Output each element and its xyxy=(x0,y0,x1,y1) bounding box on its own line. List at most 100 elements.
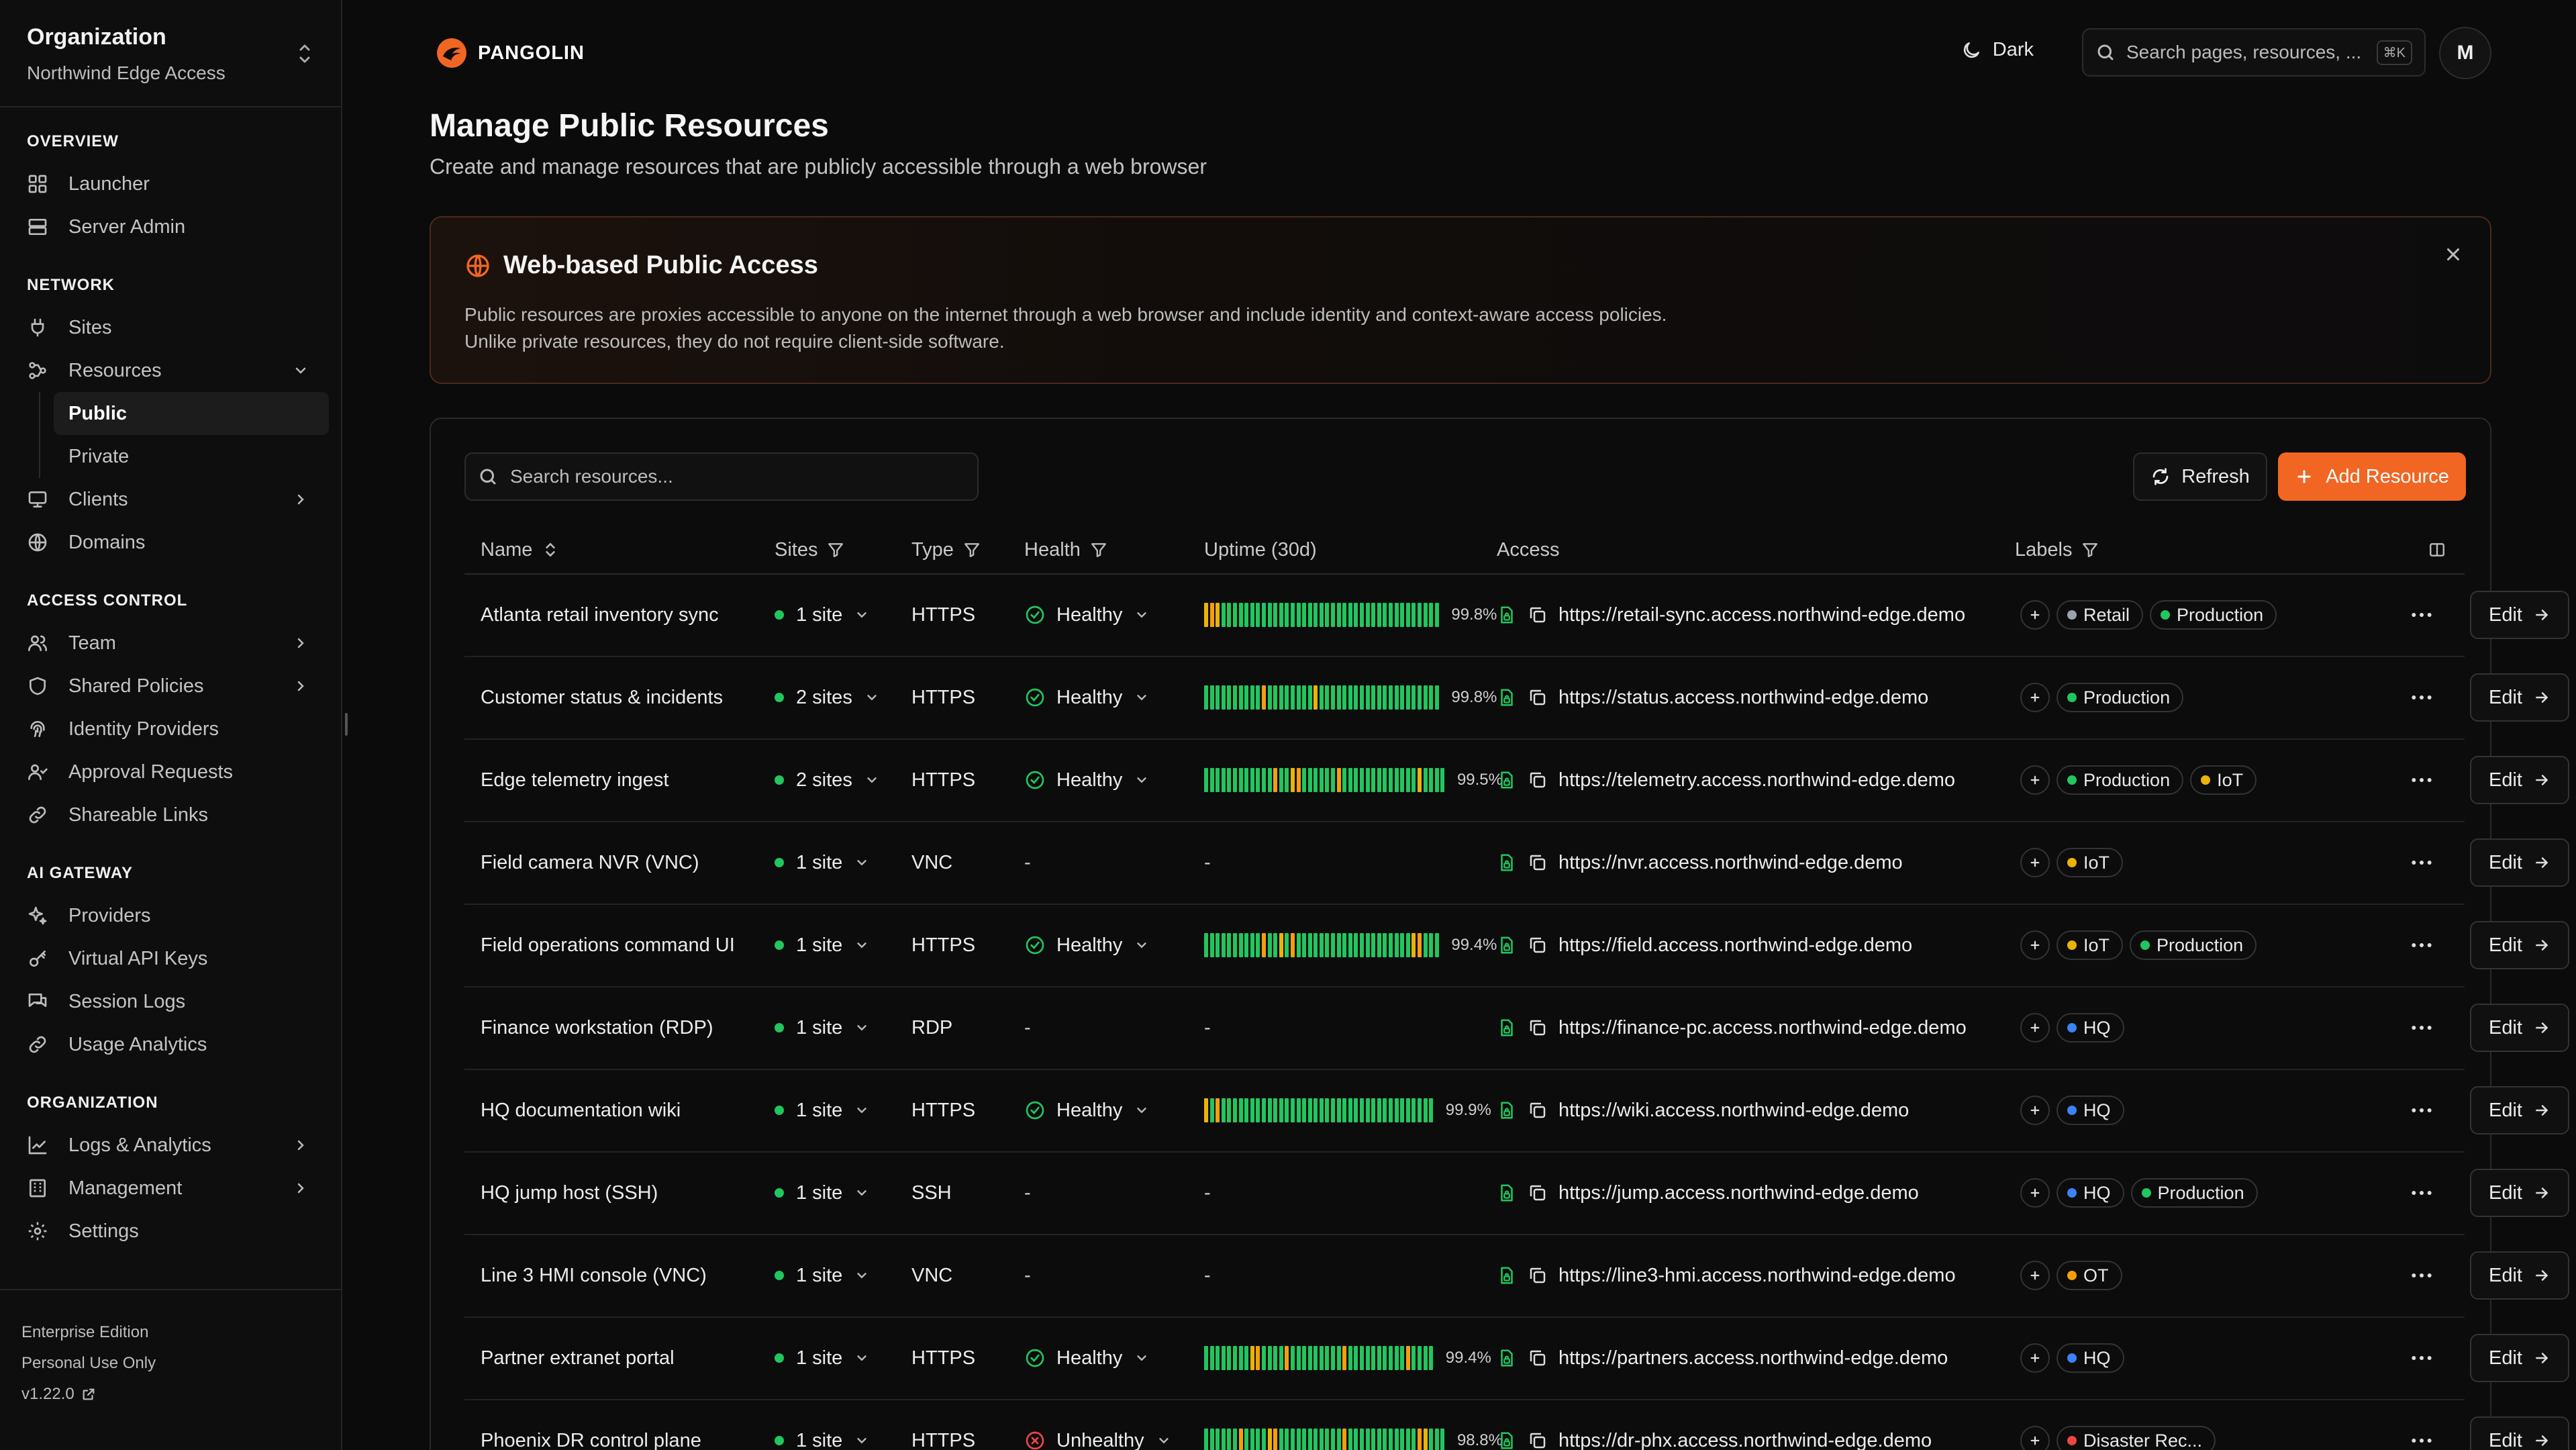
table-row[interactable]: Field camera NVR (VNC) 1 site VNC - - https:/… xyxy=(464,822,2569,905)
row-actions[interactable] xyxy=(2408,740,2435,820)
sidebar-item-management[interactable]: Management xyxy=(0,1167,341,1210)
column-type[interactable]: Type xyxy=(911,526,981,573)
label-pill[interactable]: Disaster Rec... xyxy=(2057,1426,2216,1450)
copy-icon[interactable] xyxy=(1528,687,1548,708)
edit-button[interactable]: Edit xyxy=(2470,591,2569,639)
access-cell[interactable]: https://line3-hmi.access.northwind-edge.… xyxy=(1497,1235,1956,1316)
edit-button[interactable]: Edit xyxy=(2470,1251,2569,1300)
edit-button[interactable]: Edit xyxy=(2470,838,2569,887)
sidebar-item-logs-analytics[interactable]: Logs & Analytics xyxy=(0,1124,341,1167)
sidebar-item-identity-providers[interactable]: Identity Providers xyxy=(0,708,341,751)
sites-dropdown[interactable]: 1 site xyxy=(775,1235,869,1316)
access-cell[interactable]: https://field.access.northwind-edge.demo xyxy=(1497,905,1912,985)
sidebar-item-approval-requests[interactable]: Approval Requests xyxy=(0,751,341,793)
health-cell[interactable]: Healthy xyxy=(1024,740,1149,820)
resource-name-cell[interactable]: Line 3 HMI console (VNC) xyxy=(481,1235,707,1316)
sites-dropdown[interactable]: 1 site xyxy=(775,987,869,1068)
access-cell[interactable]: https://finance-pc.access.northwind-edge… xyxy=(1497,987,1967,1068)
sidebar-item-session-logs[interactable]: Session Logs xyxy=(0,980,341,1023)
sidebar-item-private[interactable]: Private xyxy=(68,445,130,467)
sidebar-resize-handle[interactable] xyxy=(345,713,348,736)
copy-icon[interactable] xyxy=(1528,1431,1548,1450)
table-row[interactable]: Phoenix DR control plane 1 site HTTPS Unhea… xyxy=(464,1400,2569,1450)
add-label-button[interactable] xyxy=(2020,848,2050,877)
sidebar-item-public[interactable]: Public xyxy=(54,392,329,435)
access-cell[interactable]: https://telemetry.access.northwind-edge.… xyxy=(1497,740,1955,820)
row-actions[interactable] xyxy=(2408,1153,2435,1233)
copy-icon[interactable] xyxy=(1528,770,1548,790)
access-cell[interactable]: https://nvr.access.northwind-edge.demo xyxy=(1497,822,1903,903)
resource-name-cell[interactable]: Finance workstation (RDP) xyxy=(481,987,713,1068)
health-cell[interactable]: Healthy xyxy=(1024,905,1149,985)
copy-icon[interactable] xyxy=(1528,935,1548,955)
edit-button[interactable]: Edit xyxy=(2470,1169,2569,1217)
resource-name-cell[interactable]: HQ documentation wiki xyxy=(481,1070,681,1151)
table-row[interactable]: Finance workstation (RDP) 1 site RDP - - http… xyxy=(464,987,2569,1070)
label-pill[interactable]: Production xyxy=(2130,1178,2258,1208)
edit-button[interactable]: Edit xyxy=(2470,673,2569,722)
column-name[interactable]: Name xyxy=(481,526,559,573)
edit-button[interactable]: Edit xyxy=(2470,921,2569,969)
label-pill[interactable]: OT xyxy=(2057,1261,2122,1290)
label-pill[interactable]: Production xyxy=(2130,930,2257,960)
sites-dropdown[interactable]: 1 site xyxy=(775,575,869,655)
edit-button[interactable]: Edit xyxy=(2470,1004,2569,1052)
add-label-button[interactable] xyxy=(2020,1096,2050,1125)
resource-name-cell[interactable]: Atlanta retail inventory sync xyxy=(481,575,719,655)
avatar[interactable]: M xyxy=(2439,27,2491,79)
sites-dropdown[interactable]: 1 site xyxy=(775,905,869,985)
copy-icon[interactable] xyxy=(1528,605,1548,625)
add-resource-button[interactable]: Add Resource xyxy=(2278,452,2466,501)
add-label-button[interactable] xyxy=(2020,1013,2050,1043)
org-switcher[interactable]: Organization Northwind Edge Access xyxy=(0,0,341,107)
sidebar-item-settings[interactable]: Settings xyxy=(0,1210,341,1253)
label-pill[interactable]: Production xyxy=(2150,600,2277,630)
access-cell[interactable]: https://retail-sync.access.northwind-edg… xyxy=(1497,575,1965,655)
add-label-button[interactable] xyxy=(2020,683,2050,712)
edit-button[interactable]: Edit xyxy=(2470,1086,2569,1134)
copy-icon[interactable] xyxy=(1528,1018,1548,1038)
row-actions[interactable] xyxy=(2408,657,2435,738)
column-labels[interactable]: Labels xyxy=(2015,526,2099,573)
access-cell[interactable]: https://dr-phx.access.northwind-edge.dem… xyxy=(1497,1400,1932,1450)
edit-button[interactable]: Edit xyxy=(2470,756,2569,804)
resource-search-input[interactable]: Search resources... xyxy=(464,452,979,501)
row-actions[interactable] xyxy=(2408,1400,2435,1450)
table-row[interactable]: Customer status & incidents 2 sites HTTPS H… xyxy=(464,657,2569,740)
health-cell[interactable]: Healthy xyxy=(1024,1318,1149,1398)
sites-dropdown[interactable]: 1 site xyxy=(775,822,869,903)
health-cell[interactable]: Healthy xyxy=(1024,575,1149,655)
row-actions[interactable] xyxy=(2408,987,2435,1068)
add-label-button[interactable] xyxy=(2020,930,2050,960)
sidebar-item-usage-analytics[interactable]: Usage Analytics xyxy=(0,1023,341,1066)
column-toggle[interactable] xyxy=(2419,526,2446,573)
sidebar-item-launcher[interactable]: Launcher xyxy=(0,162,341,205)
sidebar-item-resources[interactable]: Resources xyxy=(0,349,341,392)
sidebar-item-clients[interactable]: Clients xyxy=(0,478,341,521)
copy-icon[interactable] xyxy=(1528,853,1548,873)
health-cell[interactable]: Healthy xyxy=(1024,657,1149,738)
label-pill[interactable]: IoT xyxy=(2190,765,2257,795)
label-pill[interactable]: Retail xyxy=(2057,600,2144,630)
copy-icon[interactable] xyxy=(1528,1100,1548,1120)
copy-icon[interactable] xyxy=(1528,1348,1548,1368)
table-row[interactable]: HQ documentation wiki 1 site HTTPS Healthy 9… xyxy=(464,1070,2569,1153)
resource-name-cell[interactable]: Edge telemetry ingest xyxy=(481,740,668,820)
sidebar-item-server-admin[interactable]: Server Admin xyxy=(0,205,341,248)
sites-dropdown[interactable]: 1 site xyxy=(775,1318,869,1398)
add-label-button[interactable] xyxy=(2020,1343,2050,1373)
resource-name-cell[interactable]: HQ jump host (SSH) xyxy=(481,1153,658,1233)
sidebar-item-providers[interactable]: Providers xyxy=(0,894,341,937)
copy-icon[interactable] xyxy=(1528,1183,1548,1203)
add-label-button[interactable] xyxy=(2020,1426,2050,1450)
health-cell[interactable]: Healthy xyxy=(1024,1070,1149,1151)
copy-icon[interactable] xyxy=(1528,1265,1548,1286)
label-pill[interactable]: IoT xyxy=(2057,848,2124,877)
access-cell[interactable]: https://partners.access.northwind-edge.d… xyxy=(1497,1318,1948,1398)
theme-toggle[interactable]: Dark xyxy=(1961,39,2034,61)
row-actions[interactable] xyxy=(2408,822,2435,903)
sidebar-item-virtual-api-keys[interactable]: Virtual API Keys xyxy=(0,937,341,980)
global-search-input[interactable]: Search pages, resources, ... ⌘K xyxy=(2082,28,2426,77)
edit-button[interactable]: Edit xyxy=(2470,1334,2569,1382)
add-label-button[interactable] xyxy=(2020,1261,2050,1290)
